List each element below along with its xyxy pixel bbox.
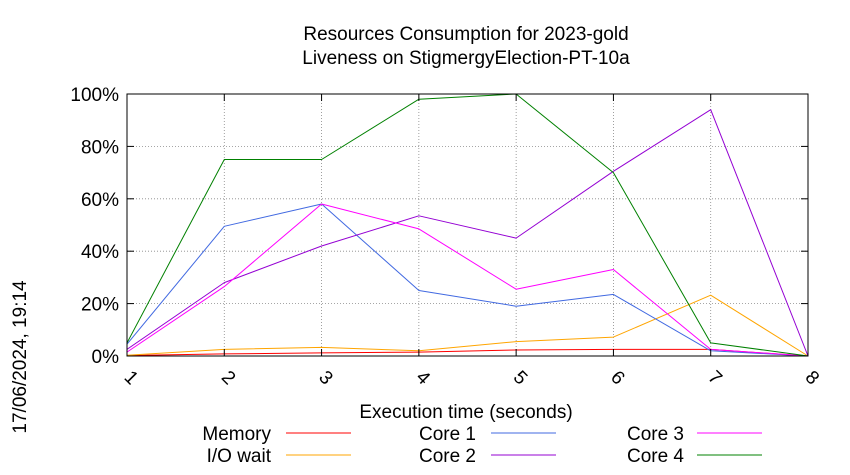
legend-label: Memory — [202, 424, 271, 445]
series-line-i-o-wait — [126, 294, 809, 357]
x-axis-label: Execution time (seconds) — [359, 402, 572, 423]
x-tick-label: 7 — [703, 367, 725, 389]
y-tick-label: 80% — [81, 137, 119, 158]
x-axis-ticks: 1 2 3 4 5 6 7 8 — [120, 94, 823, 390]
y-tick-label: 20% — [81, 295, 119, 316]
series-line-core-4 — [126, 93, 809, 357]
series-line-core-3 — [126, 203, 809, 357]
grid-lines — [127, 94, 808, 356]
series-lines — [126, 93, 809, 357]
x-tick-label: 2 — [217, 367, 239, 389]
chart-title-line2: Liveness on StigmergyElection-PT-10a — [302, 48, 630, 69]
y-tick-label: 0% — [92, 347, 120, 368]
legend-label: Core 3 — [627, 424, 684, 445]
x-tick-label: 6 — [606, 367, 628, 389]
legend-label: Core 4 — [627, 446, 684, 467]
x-tick-label: 5 — [509, 367, 531, 389]
legend-label: I/O wait — [207, 446, 272, 467]
chart-title-line1: Resources Consumption for 2023-gold — [303, 24, 628, 45]
y-tick-label: 60% — [81, 190, 119, 211]
x-tick-label: 1 — [120, 367, 142, 389]
series-line-memory — [126, 348, 809, 357]
plot-frame — [126, 93, 809, 357]
series-line-core-1 — [126, 203, 809, 357]
x-tick-label: 8 — [801, 367, 823, 389]
y-tick-label: 100% — [70, 85, 119, 106]
x-tick-label: 4 — [412, 367, 435, 390]
x-tick-label: 3 — [314, 367, 336, 389]
y-axis-ticks: 0% 20% 40% 60% 80% 100% — [70, 85, 808, 368]
y-tick-label: 40% — [81, 242, 119, 263]
timestamp-label: 17/06/2024, 19:14 — [10, 280, 31, 434]
legend-label: Core 2 — [419, 446, 476, 467]
legend-label: Core 1 — [419, 424, 476, 445]
series-line-core-2 — [126, 109, 809, 357]
